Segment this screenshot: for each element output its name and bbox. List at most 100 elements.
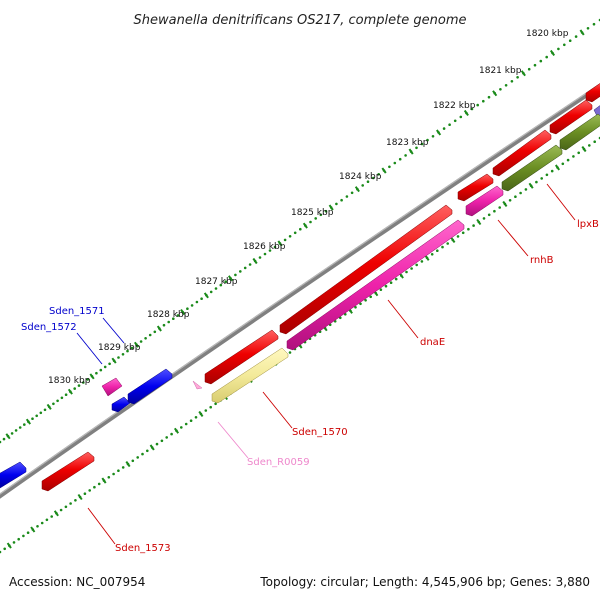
gene-sden-1570-red[interactable]: [204, 329, 279, 385]
scale-dot: [131, 459, 135, 463]
scale-dot: [442, 127, 446, 130]
scale-tick: [111, 357, 117, 364]
scale-dot: [516, 76, 519, 79]
scale-dot: [139, 340, 143, 343]
scale-dot: [141, 452, 144, 456]
scale-tick: [579, 29, 585, 36]
gene-dnae-red[interactable]: [279, 204, 453, 335]
gene-rnhb-pink[interactable]: [465, 185, 504, 217]
gene-lpxb-olive[interactable]: [501, 144, 563, 192]
gene-rna-small[interactable]: [101, 377, 123, 397]
scale-dot: [214, 402, 217, 406]
scale-dot: [93, 485, 96, 489]
scale-tick: [125, 461, 131, 468]
scale-dot: [153, 330, 157, 334]
scale-dot: [97, 482, 101, 486]
scale-dot: [108, 362, 111, 366]
scale-dot: [117, 469, 120, 473]
gene-red-top-2[interactable]: [585, 82, 600, 103]
scale-dot: [493, 209, 496, 213]
scale-dot: [361, 184, 365, 187]
scale-dot: [17, 537, 21, 541]
scale-dot: [167, 320, 170, 324]
scale-dot: [533, 63, 537, 67]
scale-dot: [461, 231, 465, 235]
label-leaders: [76, 183, 576, 545]
scale-dot: [340, 198, 343, 202]
scale-dot: [184, 422, 188, 426]
gene-label-rnhb[interactable]: rnhB: [530, 255, 554, 266]
scale-dot: [561, 162, 565, 166]
feature-lane: [192, 113, 600, 404]
scale-dot: [99, 368, 103, 372]
scale-dot: [26, 531, 30, 534]
scale-tick-label: 1827 kbp: [195, 277, 238, 287]
scale-tick: [203, 292, 209, 299]
scale-dot: [82, 381, 85, 384]
gene-sden-1571[interactable]: [127, 368, 173, 405]
scale-tick: [67, 388, 73, 395]
scale-dot: [160, 439, 164, 443]
scale-dot: [288, 351, 292, 354]
scale-dot: [162, 323, 166, 327]
gene-blue-left-edge[interactable]: [0, 461, 27, 489]
gene-label-sden-1572[interactable]: Sden_1572: [21, 322, 77, 333]
gene-olive-top[interactable]: [559, 113, 600, 151]
scale-tick: [476, 218, 482, 226]
scale-dot: [12, 541, 16, 544]
scale-dot: [144, 337, 147, 340]
scale-dot: [146, 449, 149, 453]
scale-dot: [384, 284, 388, 288]
scale-dot: [36, 525, 39, 528]
scale-tick: [463, 109, 469, 116]
scale-dot: [359, 302, 362, 306]
scale-tick: [528, 182, 534, 189]
gene-sden-1573-red[interactable]: [41, 451, 95, 492]
scale-dot: [40, 521, 44, 525]
scale-dot: [299, 227, 302, 231]
scale-tick: [156, 325, 162, 332]
scale-dot: [10, 432, 14, 435]
scale-dot: [283, 238, 287, 242]
scale-tick: [25, 418, 32, 425]
scale-dot: [364, 299, 367, 302]
gene-sden-r0059-trna[interactable]: [192, 380, 203, 390]
gene-label-sden-1573[interactable]: Sden_1573: [115, 543, 171, 554]
scale-tick: [252, 257, 258, 265]
scale-dot: [588, 144, 591, 147]
scale-dot: [527, 67, 531, 71]
scale-dot: [126, 349, 129, 353]
scale-dot: [77, 384, 81, 387]
scale-dot: [52, 402, 55, 406]
scale-dot: [410, 267, 413, 270]
scale-tick: [354, 186, 360, 193]
scale-dot: [176, 314, 180, 317]
scale-dot: [248, 263, 252, 266]
scale-dot: [345, 195, 349, 198]
gene-rnhb-red[interactable]: [457, 173, 494, 202]
gene-label-dnae[interactable]: dnaE: [420, 337, 445, 348]
scale-dot: [398, 157, 402, 161]
scale-tick-label: 1828 kbp: [147, 310, 190, 320]
gene-label-lpxb[interactable]: lpxB: [577, 219, 599, 230]
gene-label-sden-r0059[interactable]: Sden_R0059: [247, 457, 310, 468]
scale-dot: [136, 456, 139, 459]
gene-dnae-pink[interactable]: [286, 219, 465, 351]
scale-dot: [510, 80, 514, 83]
gene-lpxb-red[interactable]: [492, 129, 552, 177]
gene-label-sden-1571[interactable]: Sden_1571: [49, 306, 105, 317]
scale-dot: [2, 437, 6, 441]
scale-dot: [56, 399, 59, 403]
scale-dot: [239, 270, 242, 273]
scale-dot: [314, 217, 318, 220]
scale-dot: [335, 202, 338, 206]
cds-lane: [41, 82, 600, 492]
gene-sden-1572[interactable]: [111, 396, 131, 413]
scale-dot: [60, 396, 64, 400]
gene-label-sden-1570[interactable]: Sden_1570: [292, 427, 348, 438]
scale-dot: [121, 466, 125, 469]
scale-tick-label: 1820 kbp: [526, 29, 569, 39]
scale-dot: [514, 195, 517, 198]
scale-dot: [592, 22, 596, 26]
gene-sden-1570-yellow[interactable]: [211, 347, 289, 404]
